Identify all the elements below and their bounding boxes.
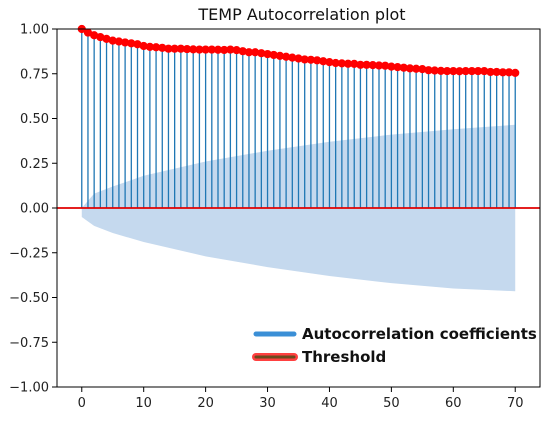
- stem-layer: [81, 29, 516, 208]
- y-tick-label: −0.75: [9, 336, 49, 351]
- y-tick-label: 0.50: [20, 112, 49, 127]
- y-axis-ticks: −1.00 −0.75 −0.50 −0.25 0.00 0.25 0.50 0.75 1.00: [9, 23, 57, 396]
- y-tick-label: −1.00: [9, 381, 49, 396]
- marker-layer: [77, 24, 520, 77]
- legend: Autocorrelation coefficients Threshold: [252, 325, 537, 366]
- x-axis-ticks: 0 10 20 30 40 50 60 70: [78, 387, 524, 411]
- y-tick-label: 0.75: [20, 67, 49, 82]
- y-tick-label: −0.25: [9, 246, 49, 261]
- x-tick-label: 10: [135, 396, 152, 411]
- x-tick-label: 30: [259, 396, 276, 411]
- y-tick-label: 1.00: [20, 23, 49, 38]
- x-tick-label: 60: [445, 396, 462, 411]
- chart-title: TEMP Autocorrelation plot: [197, 5, 405, 24]
- y-tick-label: 0.25: [20, 157, 49, 172]
- x-tick-label: 20: [197, 396, 214, 411]
- x-tick-label: 70: [507, 396, 524, 411]
- y-tick-label: −0.50: [9, 291, 49, 306]
- legend-label-threshold: Threshold: [302, 348, 386, 366]
- data-point: [511, 68, 520, 77]
- x-tick-label: 40: [321, 396, 338, 411]
- x-tick-label: 0: [78, 396, 86, 411]
- y-tick-label: 0.00: [20, 202, 49, 217]
- x-tick-label: 50: [383, 396, 400, 411]
- legend-label-autocorrelation: Autocorrelation coefficients: [302, 325, 537, 343]
